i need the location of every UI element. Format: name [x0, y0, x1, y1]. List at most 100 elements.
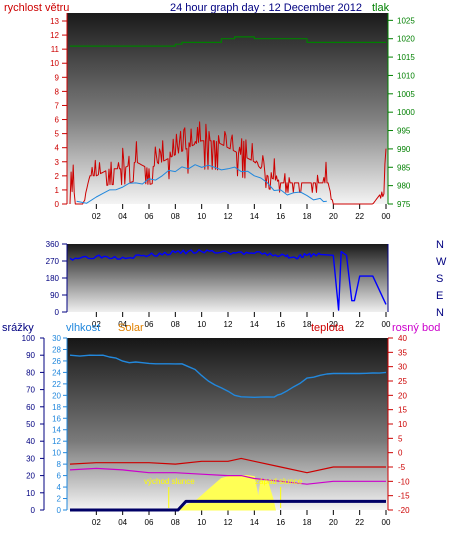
rain-tick-label: 100	[22, 334, 36, 343]
wind-tick-label: 12	[50, 31, 59, 40]
wind-tick-label: 3	[55, 158, 60, 167]
rain-tick-label: 0	[31, 506, 36, 515]
wind-tick-label: 13	[50, 17, 59, 26]
humidity-panel-axes: 0102030405060708090100024681012141618202…	[22, 334, 410, 527]
temperature-axis-title: teplota	[311, 322, 345, 334]
rain-axis-title: srážky	[2, 322, 34, 334]
pressure-axis-title: tlak	[372, 2, 390, 14]
pressure-tick-label: 1005	[397, 90, 415, 99]
wind-direction-line	[69, 249, 387, 311]
wind-tick-label: 8	[55, 87, 60, 96]
pressure-tick-label: 1000	[397, 108, 415, 117]
humidity-axis-title: vlhkost	[66, 322, 100, 334]
compass-label: W	[436, 256, 447, 268]
humidity-tick-label: 0	[57, 506, 62, 515]
pressure-tick-label: 1015	[397, 53, 415, 62]
x-tick-label: 10	[197, 518, 206, 527]
wind-gust-line	[69, 121, 387, 205]
temperature-tick-label: 25	[398, 377, 407, 386]
pressure-tick-label: 985	[397, 163, 411, 172]
x-tick-label: 02	[92, 212, 101, 221]
rain-tick-label: 20	[26, 472, 35, 481]
x-tick-label: 04	[118, 212, 127, 221]
wind-tick-label: 9	[55, 73, 60, 82]
wind-tick-label: 2	[55, 172, 60, 181]
humidity-tick-label: 24	[52, 368, 61, 377]
x-tick-label: 14	[250, 518, 259, 527]
x-tick-label: 06	[145, 212, 154, 221]
direction-tick-label: 360	[46, 240, 60, 249]
humidity-tick-label: 26	[52, 357, 61, 366]
direction-panel-plot-area	[67, 244, 388, 312]
x-tick-label: 02	[92, 518, 101, 527]
wind-panel-axes: 0123456789101112139759809859909951000100…	[50, 13, 415, 221]
humidity-tick-label: 18	[52, 403, 61, 412]
dew-point-line	[69, 467, 386, 485]
compass-label: E	[436, 290, 443, 302]
pressure-line	[70, 36, 386, 47]
wind-tick-label: 4	[55, 144, 60, 153]
direction-tick-label: 90	[50, 291, 59, 300]
direction-tick-label: 270	[46, 257, 60, 266]
pressure-tick-label: 980	[397, 182, 411, 191]
temperature-tick-label: 15	[398, 406, 407, 415]
wind-tick-label: 7	[55, 101, 60, 110]
wind-tick-label: 6	[55, 116, 60, 125]
pressure-tick-label: 990	[397, 145, 411, 154]
x-tick-label: 18	[303, 212, 312, 221]
rain-tick-label: 40	[26, 437, 35, 446]
humidity-tick-label: 8	[57, 460, 62, 469]
wind-average-line	[76, 164, 327, 204]
compass-label: N	[436, 307, 444, 319]
x-tick-label: 10	[197, 320, 206, 329]
humidity-tick-label: 2	[57, 495, 62, 504]
direction-panel-axes: 0 N 90 E 180 S 270 W 360 N 02 04 06 08 10 12 14 16 18 20 22 0…	[46, 239, 447, 329]
humidity-tick-label: 28	[52, 345, 61, 354]
rain-tick-label: 50	[26, 420, 35, 429]
temperature-line	[69, 457, 386, 474]
rain-tick-label: 90	[26, 351, 35, 360]
rain-tick-label: 10	[26, 489, 35, 498]
wind-panel-plot-area	[67, 13, 388, 204]
direction-tick-label: 180	[46, 274, 60, 283]
wind-tick-label: 1	[55, 186, 60, 195]
x-tick-label: 02	[92, 320, 101, 329]
temperature-tick-label: -15	[398, 492, 410, 501]
pressure-tick-label: 1020	[397, 35, 415, 44]
humidity-tick-label: 4	[57, 483, 62, 492]
wind-panel-series	[69, 36, 387, 205]
rain-tick-label: 80	[26, 368, 35, 377]
humidity-line	[69, 354, 387, 398]
x-tick-label: 00	[382, 518, 391, 527]
x-tick-label: 06	[145, 518, 154, 527]
x-tick-label: 20	[329, 212, 338, 221]
direction-panel-series	[69, 249, 387, 311]
humidity-tick-label: 16	[52, 414, 61, 423]
humidity-tick-label: 12	[52, 437, 61, 446]
temperature-tick-label: 20	[398, 391, 407, 400]
pressure-tick-label: 1010	[397, 71, 415, 80]
x-tick-label: 14	[250, 320, 259, 329]
pressure-tick-label: 975	[397, 200, 411, 209]
pressure-tick-label: 1025	[397, 16, 415, 25]
rain-tick-label: 30	[26, 454, 35, 463]
wind-tick-label: 0	[55, 200, 60, 209]
x-tick-label: 08	[171, 518, 180, 527]
x-tick-label: 22	[355, 320, 364, 329]
compass-label: N	[436, 239, 444, 251]
humidity-panel-series	[69, 354, 387, 512]
x-tick-label: 18	[303, 320, 312, 329]
rain-line	[70, 499, 386, 512]
wind-tick-label: 5	[55, 130, 60, 139]
x-tick-label: 20	[329, 518, 338, 527]
humidity-tick-label: 6	[57, 472, 62, 481]
x-tick-label: 12	[224, 320, 233, 329]
temperature-tick-label: -20	[398, 506, 410, 515]
x-tick-label: 12	[224, 212, 233, 221]
x-tick-label: 10	[197, 212, 206, 221]
x-tick-label: 04	[118, 320, 127, 329]
temperature-tick-label: -5	[398, 463, 406, 472]
x-tick-label: 16	[276, 320, 285, 329]
